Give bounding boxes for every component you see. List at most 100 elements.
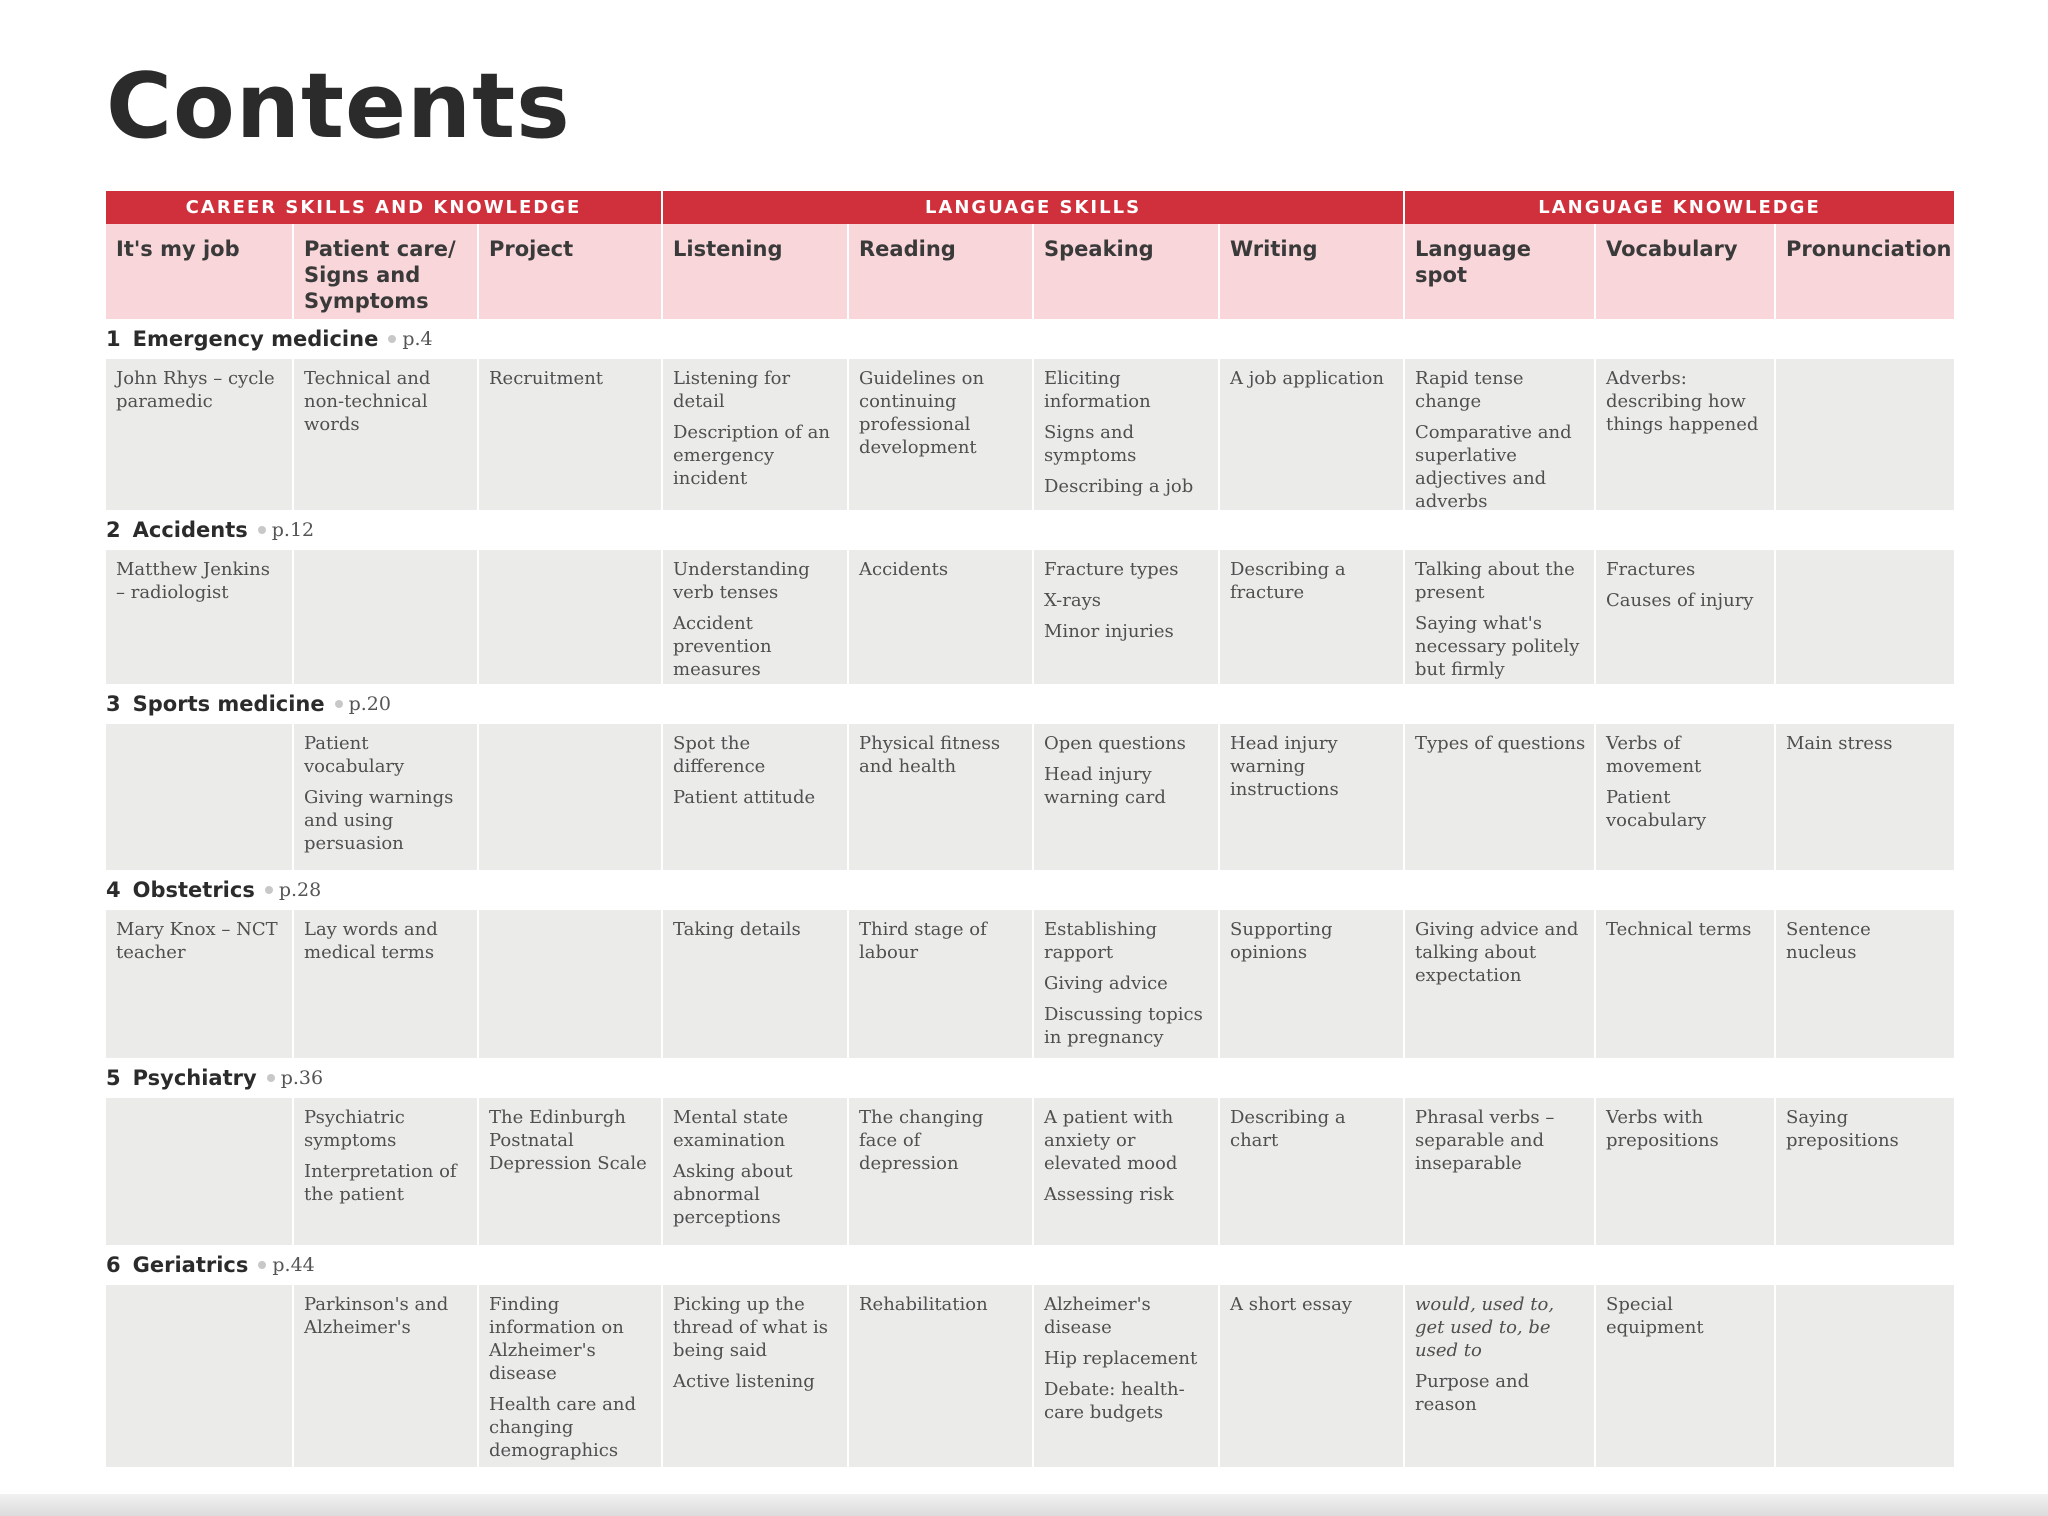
cell-item: Causes of injury	[1606, 590, 1754, 611]
cell-item: Asking about abnormal perceptions	[673, 1161, 793, 1228]
cell-item: Psychiatric symptoms	[304, 1107, 405, 1151]
unit-row: Matthew Jenkins – radiologist Understandi…	[106, 550, 1954, 684]
table-cell: Adverbs: describing how things happened	[1594, 359, 1774, 510]
cell-item: Picking up the thread of what is being s…	[673, 1294, 828, 1361]
column-header-project: Project	[477, 224, 661, 319]
table-cell: Rehabilitation	[847, 1285, 1032, 1467]
table-cell	[1774, 359, 1954, 510]
cell-item: Rapid tense change	[1415, 368, 1524, 412]
column-header-speaking: Speaking	[1032, 224, 1218, 319]
table-cell: Finding information on Alzheimer's disea…	[477, 1285, 661, 1467]
table-cell: Picking up the thread of what is being s…	[661, 1285, 847, 1467]
table-cell: Supporting opinions	[1218, 910, 1403, 1058]
unit-row: Patient vocabulary Giving warnings and us…	[106, 724, 1954, 870]
unit-page-ref: p.4	[402, 328, 433, 350]
table-cell: Third stage of labour	[847, 910, 1032, 1058]
column-headers: It's my job Patient care/ Signs and Symp…	[106, 224, 1954, 319]
table-cell: Phrasal verbs – separable and inseparabl…	[1403, 1098, 1594, 1245]
table-cell	[477, 724, 661, 870]
band-career-skills: CAREER SKILLS AND KNOWLEDGE	[106, 191, 661, 224]
cell-item: Lay words and medical terms	[304, 919, 438, 963]
cell-item: The Edinburgh Postnatal Depression Scale	[489, 1107, 647, 1174]
table-cell	[477, 550, 661, 684]
cell-item: Main stress	[1786, 733, 1893, 754]
table-cell: Guidelines on continuing professional de…	[847, 359, 1032, 510]
cell-item: Rehabilitation	[859, 1294, 988, 1315]
unit-title: Obstetrics	[132, 878, 255, 902]
cell-item: Fracture types	[1044, 559, 1179, 580]
column-header-writing: Writing	[1218, 224, 1403, 319]
table-cell	[292, 550, 477, 684]
table-cell: Describing a fracture	[1218, 550, 1403, 684]
cell-item: Describing a chart	[1230, 1107, 1346, 1151]
cell-item: Patient vocabulary	[1606, 787, 1707, 831]
unit-heading[interactable]: 5 Psychiatry p.36	[106, 1058, 1954, 1098]
table-cell: Establishing rapport Giving advice Discuss…	[1032, 910, 1218, 1058]
cell-item: Purpose and reason	[1415, 1371, 1530, 1415]
cell-item: Special equipment	[1606, 1294, 1704, 1338]
cell-item: Saying prepositions	[1786, 1107, 1899, 1151]
unit-heading[interactable]: 2 Accidents p.12	[106, 510, 1954, 550]
unit-title: Psychiatry	[132, 1066, 257, 1090]
table-cell: Technical terms	[1594, 910, 1774, 1058]
table-cell: A patient with anxiety or elevated mood A…	[1032, 1098, 1218, 1245]
cell-item: Giving advice and talking about expectat…	[1415, 919, 1579, 986]
table-cell: Alzheimer's disease Hip replacement Debate…	[1032, 1285, 1218, 1467]
table-cell	[106, 1285, 292, 1467]
cell-item: Mental state examination	[673, 1107, 789, 1151]
table-cell	[477, 910, 661, 1058]
cell-item: Phrasal verbs – separable and inseparabl…	[1415, 1107, 1555, 1174]
table-cell: Patient vocabulary Giving warnings and us…	[292, 724, 477, 870]
cell-item: Verbs of movement	[1606, 733, 1702, 777]
table-cell: Main stress	[1774, 724, 1954, 870]
table-cell: would, used to, get used to, be used to P…	[1403, 1285, 1594, 1467]
table-cell: Parkinson's and Alzheimer's	[292, 1285, 477, 1467]
cell-item: Adverbs: describing how things happened	[1606, 368, 1759, 435]
cell-item: Patient attitude	[673, 787, 816, 808]
cell-item: Guidelines on continuing professional de…	[859, 368, 985, 458]
unit-heading[interactable]: 4 Obstetrics p.28	[106, 870, 1954, 910]
unit-number: 6	[106, 1253, 121, 1277]
cell-item: A job application	[1230, 368, 1384, 389]
cell-item: Recruitment	[489, 368, 604, 389]
unit-number: 3	[106, 692, 121, 716]
table-cell: Matthew Jenkins – radiologist	[106, 550, 292, 684]
table-cell: Eliciting information Signs and symptoms D…	[1032, 359, 1218, 510]
table-cell: Listening for detail Description of an em…	[661, 359, 847, 510]
cell-item: Debate: health-care budgets	[1044, 1379, 1185, 1423]
cell-item: Saying what's necessary politely but fir…	[1415, 613, 1580, 680]
cell-item: A patient with anxiety or elevated mood	[1044, 1107, 1178, 1174]
unit-row: John Rhys – cycle paramedic Technical and…	[106, 359, 1954, 512]
unit-row: Parkinson's and Alzheimer's Finding infor…	[106, 1285, 1954, 1467]
cell-item: Technical terms	[1606, 919, 1752, 940]
table-cell: Giving advice and talking about expectat…	[1403, 910, 1594, 1058]
unit-number: 5	[106, 1066, 121, 1090]
table-cell: Types of questions	[1403, 724, 1594, 870]
unit-page-ref: p.12	[271, 519, 315, 541]
table-cell: John Rhys – cycle paramedic	[106, 359, 292, 510]
table-cell: Open questions Head injury warning card	[1032, 724, 1218, 870]
unit-page-ref: p.44	[272, 1254, 315, 1276]
unit-heading[interactable]: 1 Emergency medicine p.4	[106, 319, 1954, 359]
table-cell: Special equipment	[1594, 1285, 1774, 1467]
table-cell: Recruitment	[477, 359, 661, 510]
column-header-reading: Reading	[847, 224, 1032, 319]
table-cell: Lay words and medical terms	[292, 910, 477, 1058]
cell-item: Describing a job	[1044, 476, 1194, 497]
unit-heading[interactable]: 6 Geriatrics p.44	[106, 1245, 1954, 1285]
cell-item: Health care and changing demographics	[489, 1394, 637, 1461]
table-cell: Spot the difference Patient attitude	[661, 724, 847, 870]
cell-item: Eliciting information	[1044, 368, 1151, 412]
cell-item: Giving advice	[1044, 973, 1168, 994]
cell-item: Supporting opinions	[1230, 919, 1333, 963]
cell-item: Interpretation of the patient	[304, 1161, 457, 1205]
table-cell: Accidents	[847, 550, 1032, 684]
bullet-dot-icon	[266, 1074, 275, 1082]
unit-number: 2	[106, 518, 121, 542]
cell-item: Listening for detail	[673, 368, 791, 412]
cell-item: John Rhys – cycle paramedic	[116, 368, 275, 412]
table-cell: A short essay	[1218, 1285, 1403, 1467]
table-cell: The changing face of depression	[847, 1098, 1032, 1245]
table-cell: Taking details	[661, 910, 847, 1058]
unit-heading[interactable]: 3 Sports medicine p.20	[106, 684, 1954, 724]
